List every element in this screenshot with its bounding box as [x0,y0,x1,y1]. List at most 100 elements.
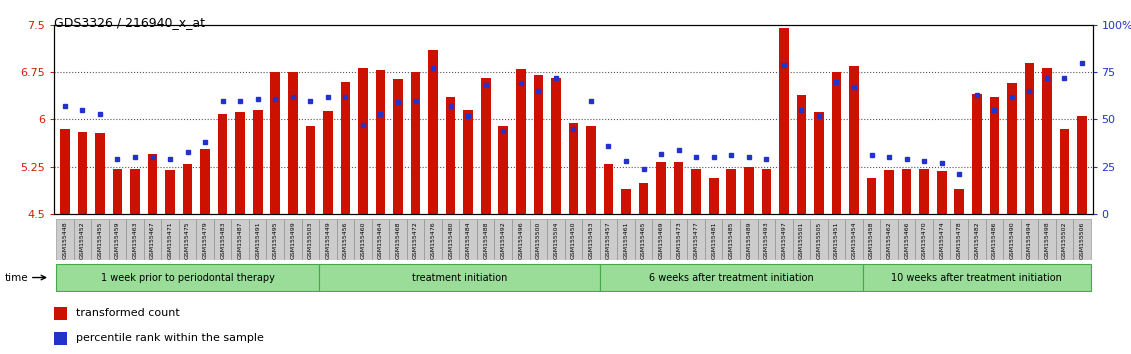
Bar [512,219,529,260]
FancyBboxPatch shape [57,264,319,291]
Text: GSM155479: GSM155479 [202,222,208,259]
Bar [235,112,245,214]
Text: GSM155450: GSM155450 [571,222,576,259]
Bar [758,219,775,260]
FancyBboxPatch shape [319,264,599,291]
Bar [621,189,631,214]
Bar [60,129,70,214]
Bar [253,110,262,214]
Text: GSM155451: GSM155451 [834,222,839,259]
Text: GSM155498: GSM155498 [1044,222,1050,259]
Text: percentile rank within the sample: percentile rank within the sample [76,333,264,343]
Text: treatment initiation: treatment initiation [412,273,507,282]
Bar [634,219,653,260]
Text: GSM155465: GSM155465 [641,222,646,259]
Text: GSM155474: GSM155474 [939,222,944,259]
Bar [424,219,442,260]
Bar [375,70,386,214]
Bar [92,219,109,260]
Text: GSM155461: GSM155461 [623,222,629,259]
Bar [955,189,964,214]
Text: GSM155502: GSM155502 [1062,222,1067,259]
Text: GSM155469: GSM155469 [658,222,664,259]
Bar [302,219,319,260]
Bar [1007,83,1017,214]
Bar [323,111,333,214]
Text: GSM155473: GSM155473 [676,222,681,259]
Text: 10 weeks after treatment initiation: 10 weeks after treatment initiation [891,273,1062,282]
Bar [920,169,929,214]
Text: GSM155459: GSM155459 [115,222,120,259]
Bar [319,219,337,260]
Bar [218,114,227,214]
Text: transformed count: transformed count [76,308,180,318]
Bar [709,178,718,214]
Bar [95,133,105,214]
Text: GSM155456: GSM155456 [343,222,348,259]
Bar [705,219,723,260]
Bar [516,69,526,214]
FancyBboxPatch shape [863,264,1090,291]
Text: GSM155489: GSM155489 [746,222,751,259]
Bar [1020,219,1038,260]
Bar [109,219,127,260]
Bar [354,219,372,260]
Bar [477,219,494,260]
Text: GSM155448: GSM155448 [62,222,68,259]
Bar [1060,129,1069,214]
Text: GSM155484: GSM155484 [466,222,470,259]
Bar [656,162,666,214]
Bar [744,167,753,214]
Bar [936,171,947,214]
Bar [54,307,67,320]
FancyBboxPatch shape [599,264,863,291]
Bar [674,162,683,214]
Text: GSM155488: GSM155488 [483,222,489,259]
Text: GSM155454: GSM155454 [852,222,856,259]
Text: GSM155499: GSM155499 [291,222,295,259]
Bar [529,219,547,260]
Text: GSM155482: GSM155482 [974,222,979,259]
Bar [1055,219,1073,260]
Bar [884,170,893,214]
Bar [569,122,578,214]
Bar [793,219,810,260]
Text: GSM155503: GSM155503 [308,222,313,259]
Bar [148,154,157,214]
Text: GSM155467: GSM155467 [150,222,155,259]
Bar [901,169,912,214]
Bar [284,219,302,260]
Text: GSM155468: GSM155468 [396,222,400,259]
Text: GSM155452: GSM155452 [80,222,85,259]
Text: GSM155491: GSM155491 [256,222,260,259]
Bar [950,219,968,260]
Bar [494,219,512,260]
Bar [337,219,354,260]
Bar [144,219,162,260]
Bar [849,66,858,214]
Text: GSM155480: GSM155480 [448,222,454,259]
Bar [723,219,740,260]
Bar [985,219,1003,260]
Bar [305,126,316,214]
Bar [481,79,491,214]
Bar [866,178,877,214]
Text: GSM155477: GSM155477 [693,222,699,259]
Bar [1073,219,1090,260]
Bar [57,219,74,260]
Bar [74,219,92,260]
Bar [547,219,564,260]
Bar [464,110,473,214]
Bar [113,169,122,214]
Bar [127,219,144,260]
Bar [972,94,982,214]
Bar [197,219,214,260]
Bar [1038,219,1055,260]
Bar [270,72,280,214]
Bar [446,97,456,214]
Bar [880,219,898,260]
Bar [990,97,999,214]
Bar [359,68,368,214]
Bar [551,79,561,214]
Bar [1077,116,1087,214]
